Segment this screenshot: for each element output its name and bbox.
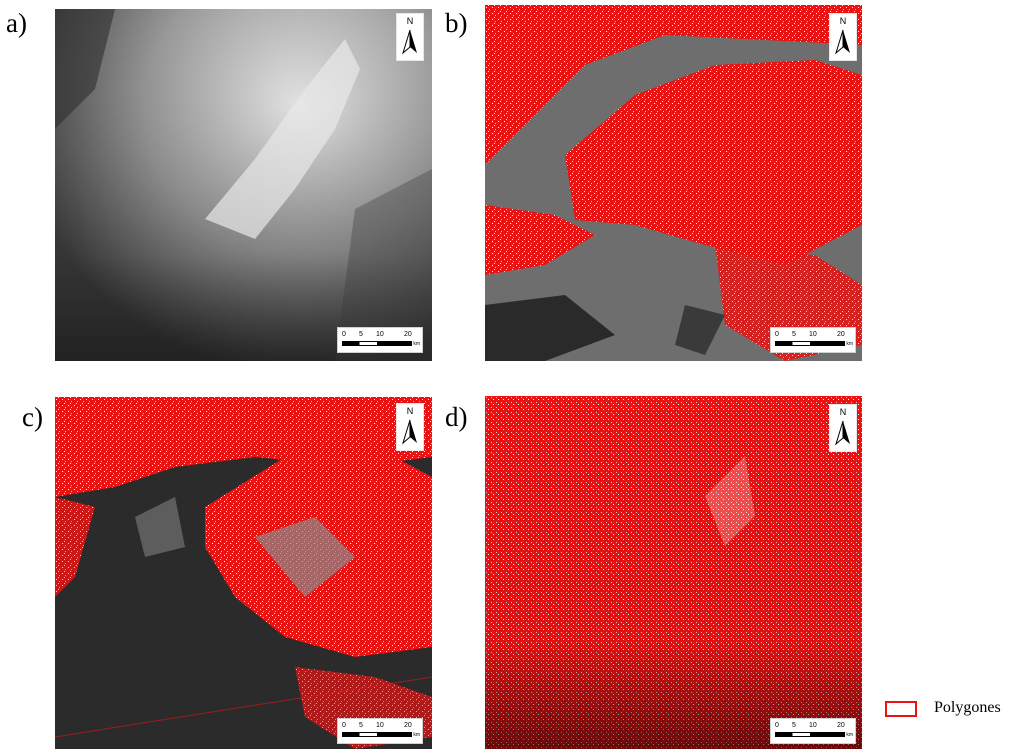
scale-tick-5: 5 (792, 722, 796, 729)
scale-unit: km (846, 341, 853, 347)
north-arrow: N (829, 13, 857, 61)
scale-unit: km (846, 732, 853, 738)
scale-tick-5: 5 (359, 331, 363, 338)
scale-tick-0: 0 (775, 331, 779, 338)
scale-unit: km (413, 341, 420, 347)
north-label: N (406, 406, 414, 416)
map-panel-c: N 0 5 10 20 km (55, 397, 432, 749)
scale-bar-graphic (342, 341, 412, 346)
scale-bar-graphic (775, 732, 845, 737)
scale-bar: 0 5 10 20 km (337, 327, 423, 353)
scale-tick-0: 0 (342, 722, 346, 729)
north-label: N (406, 16, 414, 26)
scale-tick-5: 5 (359, 722, 363, 729)
map-panel-a: N 0 5 10 20 km (55, 9, 432, 361)
north-arrow: N (396, 403, 424, 451)
scale-bar: 0 5 10 20 km (337, 718, 423, 744)
scale-tick-20: 20 (404, 331, 412, 338)
north-label: N (839, 407, 847, 417)
scale-tick-20: 20 (837, 722, 845, 729)
scale-unit: km (413, 732, 420, 738)
north-arrow: N (829, 404, 857, 452)
north-label: N (839, 16, 847, 26)
scale-tick-10: 10 (809, 331, 817, 338)
elevation-map (55, 9, 432, 361)
map-panel-d: N 0 5 10 20 km (485, 396, 862, 749)
polygons-map-c (55, 397, 432, 749)
north-arrow-icon (835, 420, 850, 446)
legend-label-polygones: Polygones (934, 699, 1001, 716)
panel-label-b: b) (445, 8, 468, 38)
map-panel-b: N 0 5 10 20 km (485, 5, 862, 361)
scale-tick-10: 10 (376, 331, 384, 338)
panel-label-d: d) (445, 402, 468, 432)
north-arrow: N (396, 13, 424, 61)
scale-tick-10: 10 (376, 722, 384, 729)
scale-tick-0: 0 (342, 331, 346, 338)
scale-bar-graphic (342, 732, 412, 737)
scale-bar: 0 5 10 20 km (770, 327, 856, 353)
polygons-map-b (485, 5, 862, 361)
north-arrow-icon (402, 419, 417, 445)
scale-tick-10: 10 (809, 722, 817, 729)
north-arrow-icon (402, 29, 417, 55)
legend-swatch-polygones (885, 701, 917, 717)
scale-tick-20: 20 (837, 331, 845, 338)
scale-bar-graphic (775, 341, 845, 346)
panel-label-a: a) (6, 8, 27, 38)
scale-tick-20: 20 (404, 722, 412, 729)
north-arrow-icon (835, 29, 850, 55)
scale-tick-5: 5 (792, 331, 796, 338)
polygons-map-d (485, 396, 862, 749)
panel-label-c: c) (22, 402, 43, 432)
scale-tick-0: 0 (775, 722, 779, 729)
scale-bar: 0 5 10 20 km (770, 718, 856, 744)
